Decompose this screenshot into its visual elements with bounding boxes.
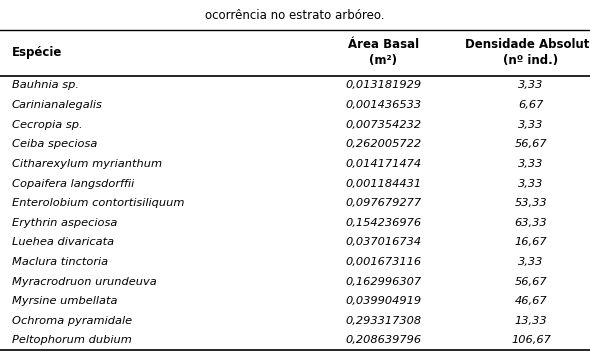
Text: 0,293317308: 0,293317308 <box>345 316 422 326</box>
Text: Carinianalegalis: Carinianalegalis <box>12 100 103 110</box>
Text: 0,039904919: 0,039904919 <box>345 296 422 306</box>
Text: 63,33: 63,33 <box>514 218 548 228</box>
Text: 6,67: 6,67 <box>518 100 544 110</box>
Text: Copaifera langsdorffii: Copaifera langsdorffii <box>12 178 134 189</box>
Text: 56,67: 56,67 <box>514 277 548 287</box>
Text: 13,33: 13,33 <box>514 316 548 326</box>
Text: 53,33: 53,33 <box>514 198 548 208</box>
Text: 0,007354232: 0,007354232 <box>345 120 422 130</box>
Text: Espécie: Espécie <box>12 46 62 59</box>
Text: 3,33: 3,33 <box>518 178 544 189</box>
Text: Maclura tinctoria: Maclura tinctoria <box>12 257 108 267</box>
Text: 0,014171474: 0,014171474 <box>345 159 422 169</box>
Text: 106,67: 106,67 <box>511 335 551 345</box>
Text: ocorrência no estrato arbóreo.: ocorrência no estrato arbóreo. <box>205 9 385 22</box>
Text: 46,67: 46,67 <box>514 296 548 306</box>
Text: Ochroma pyramidale: Ochroma pyramidale <box>12 316 132 326</box>
Text: 16,67: 16,67 <box>514 237 548 247</box>
Text: 0,001184431: 0,001184431 <box>345 178 422 189</box>
Text: Myracrodruon urundeuva: Myracrodruon urundeuva <box>12 277 156 287</box>
Text: 0,013181929: 0,013181929 <box>345 81 422 90</box>
Text: Luehea divaricata: Luehea divaricata <box>12 237 114 247</box>
Text: 3,33: 3,33 <box>518 159 544 169</box>
Text: Área Basal
(m²): Área Basal (m²) <box>348 38 419 67</box>
Text: 0,262005722: 0,262005722 <box>345 139 422 149</box>
Text: Densidade Absoluta
(nº ind.): Densidade Absoluta (nº ind.) <box>465 38 590 67</box>
Text: 0,097679277: 0,097679277 <box>345 198 422 208</box>
Text: Bauhnia sp.: Bauhnia sp. <box>12 81 79 90</box>
Text: 0,162996307: 0,162996307 <box>345 277 422 287</box>
Text: 3,33: 3,33 <box>518 257 544 267</box>
Text: Myrsine umbellata: Myrsine umbellata <box>12 296 117 306</box>
Text: 0,154236976: 0,154236976 <box>345 218 422 228</box>
Text: 3,33: 3,33 <box>518 120 544 130</box>
Text: Enterolobium contortisiliquum: Enterolobium contortisiliquum <box>12 198 184 208</box>
Text: 0,001673116: 0,001673116 <box>345 257 422 267</box>
Text: Erythrin aspeciosa: Erythrin aspeciosa <box>12 218 117 228</box>
Text: Citharexylum myrianthum: Citharexylum myrianthum <box>12 159 162 169</box>
Text: 0,037016734: 0,037016734 <box>345 237 422 247</box>
Text: Ceiba speciosa: Ceiba speciosa <box>12 139 97 149</box>
Text: 0,208639796: 0,208639796 <box>345 335 422 345</box>
Text: 0,001436533: 0,001436533 <box>345 100 422 110</box>
Text: 3,33: 3,33 <box>518 81 544 90</box>
Text: 56,67: 56,67 <box>514 139 548 149</box>
Text: Cecropia sp.: Cecropia sp. <box>12 120 83 130</box>
Text: Peltophorum dubium: Peltophorum dubium <box>12 335 132 345</box>
